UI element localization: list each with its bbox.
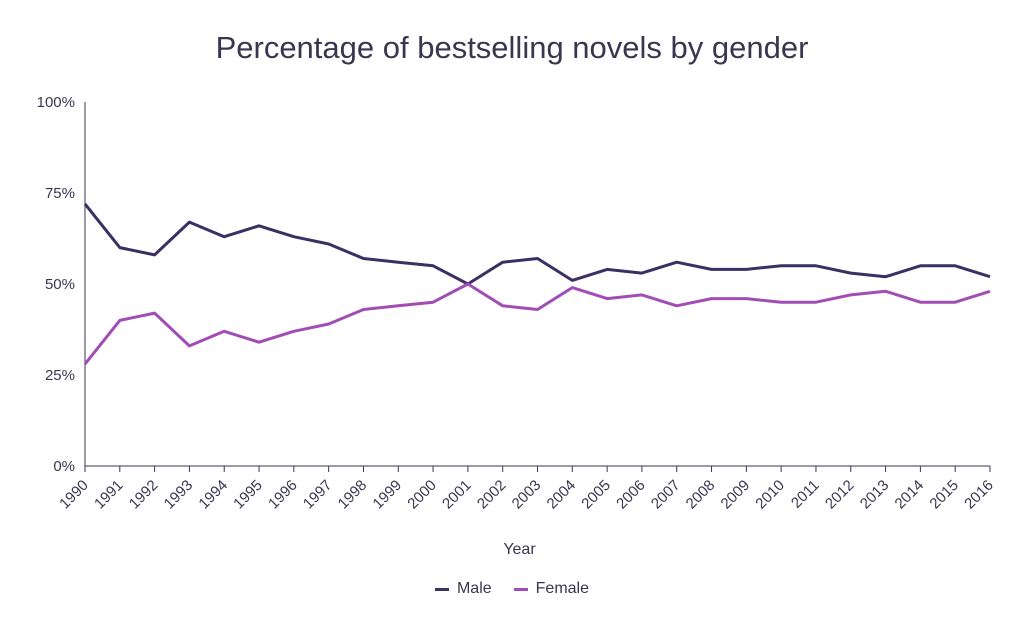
x-tick-label: 1991 bbox=[91, 477, 127, 513]
y-tick-label: 75% bbox=[45, 185, 75, 202]
x-axis-label: Year bbox=[503, 541, 536, 558]
legend-label-female: Female bbox=[535, 580, 590, 597]
legend-item-male: Male bbox=[434, 580, 492, 598]
x-tick-label: 2013 bbox=[857, 477, 893, 513]
y-tick-label: 25% bbox=[45, 367, 75, 384]
x-tick-label: 1994 bbox=[195, 477, 231, 513]
x-tick-label: 2007 bbox=[648, 477, 684, 513]
chart-legend: Male Female bbox=[0, 580, 1024, 598]
x-tick-label: 1990 bbox=[56, 477, 92, 513]
x-tick-label: 2006 bbox=[613, 477, 649, 513]
x-tick-label: 1997 bbox=[300, 477, 336, 513]
y-tick-label: 50% bbox=[45, 276, 75, 293]
x-tick-label: 2008 bbox=[683, 477, 719, 513]
x-tick-label: 1992 bbox=[126, 477, 162, 513]
x-tick-label: 2009 bbox=[718, 477, 754, 513]
x-tick-label: 2016 bbox=[961, 477, 997, 513]
x-tick-label: 2005 bbox=[578, 477, 614, 513]
x-tick-label: 2001 bbox=[439, 477, 475, 513]
x-tick-label: 2011 bbox=[788, 477, 823, 512]
legend-label-male: Male bbox=[456, 580, 492, 597]
x-tick-label: 2003 bbox=[509, 477, 545, 513]
x-tick-label: 2015 bbox=[926, 477, 962, 513]
x-tick-label: 2012 bbox=[822, 477, 858, 513]
legend-item-female: Female bbox=[513, 580, 590, 598]
x-tick-label: 1999 bbox=[369, 477, 405, 513]
x-tick-label: 2004 bbox=[544, 477, 580, 513]
x-tick-label: 1996 bbox=[265, 477, 301, 513]
x-tick-label: 1998 bbox=[335, 477, 371, 513]
y-tick-label: 0% bbox=[53, 458, 75, 475]
x-tick-label: 2014 bbox=[892, 477, 928, 513]
chart-title: Percentage of bestselling novels by gend… bbox=[215, 30, 809, 65]
legend-swatch-male bbox=[434, 587, 449, 591]
series-line-female bbox=[83, 282, 991, 366]
series-line-male bbox=[83, 202, 991, 286]
y-tick-label: 100% bbox=[37, 94, 75, 111]
x-tick-label: 1995 bbox=[230, 477, 266, 513]
x-tick-label: 2010 bbox=[752, 477, 788, 513]
x-tick-label: 1993 bbox=[161, 477, 197, 513]
x-tick-label: 2002 bbox=[474, 477, 510, 513]
legend-swatch-female bbox=[513, 587, 528, 591]
x-tick-label: 2000 bbox=[404, 477, 440, 513]
